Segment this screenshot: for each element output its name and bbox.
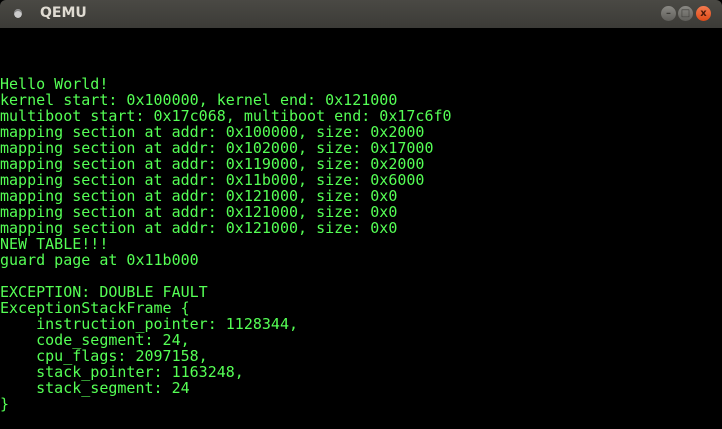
terminal-line: code_segment: 24, (0, 331, 190, 349)
maximize-button[interactable]: □ (678, 6, 693, 21)
terminal-line: } (0, 395, 10, 413)
vm-screen[interactable]: Hello World! kernel start: 0x100000, kern… (0, 28, 722, 429)
terminal-line: NEW TABLE!!! (0, 235, 109, 253)
terminal-line (0, 268, 722, 284)
close-button[interactable]: x (696, 6, 711, 21)
terminal-line: mapping section at addr: 0x100000, size:… (0, 123, 425, 141)
minimize-button[interactable]: – (661, 6, 676, 21)
terminal-line: mapping section at addr: 0x119000, size:… (0, 155, 425, 173)
terminal-line: multiboot start: 0x17c068, multiboot end… (0, 107, 452, 125)
terminal-line: stack_segment: 24 (0, 379, 190, 397)
terminal-line: mapping section at addr: 0x121000, size:… (0, 203, 398, 221)
terminal-line: kernel start: 0x100000, kernel end: 0x12… (0, 91, 398, 109)
terminal-line: instruction_pointer: 1128344, (0, 315, 299, 333)
terminal-line: stack_pointer: 1163248, (0, 363, 244, 381)
terminal-line: cpu_flags: 2097158, (0, 347, 208, 365)
terminal-line: mapping section at addr: 0x121000, size:… (0, 187, 398, 205)
terminal-line: guard page at 0x11b000 (0, 251, 199, 269)
terminal-line: mapping section at addr: 0x121000, size:… (0, 219, 398, 237)
title-bar[interactable]: QEMU – □ x (0, 0, 722, 28)
terminal-line: mapping section at addr: 0x11b000, size:… (0, 171, 425, 189)
app-icon (14, 9, 22, 18)
window-title: QEMU (40, 5, 87, 21)
terminal-line: ExceptionStackFrame { (0, 299, 190, 317)
terminal-line: EXCEPTION: DOUBLE FAULT (0, 283, 208, 301)
terminal-line: Hello World! (0, 75, 109, 93)
terminal-output: Hello World! kernel start: 0x100000, kern… (0, 28, 722, 412)
terminal-line: mapping section at addr: 0x102000, size:… (0, 139, 434, 157)
